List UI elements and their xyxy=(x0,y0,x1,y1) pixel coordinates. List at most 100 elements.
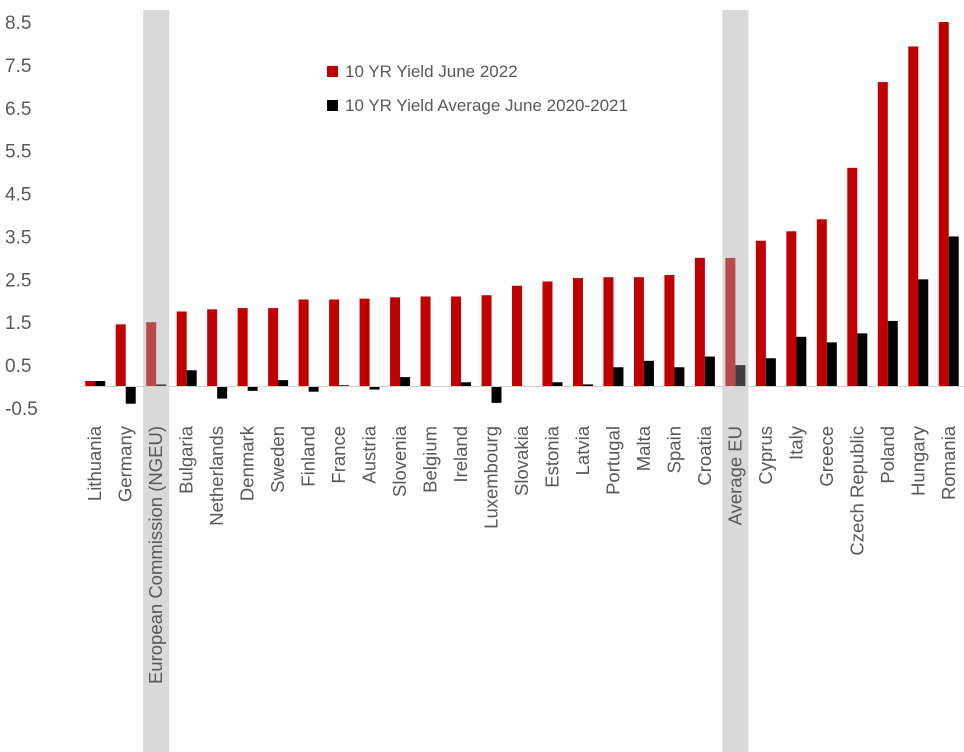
bar-june-2022 xyxy=(420,296,431,387)
category-label: Slovenia xyxy=(389,425,410,497)
category-label: Cyprus xyxy=(755,426,776,485)
bar-avg-2020-2021 xyxy=(582,384,593,387)
bar-avg-2020-2021 xyxy=(308,386,319,392)
bar-june-2022 xyxy=(816,219,827,387)
bar-june-2022 xyxy=(938,22,949,387)
bar-avg-2020-2021 xyxy=(918,279,929,387)
category-label: France xyxy=(328,426,349,484)
category-label: Spain xyxy=(663,426,684,473)
category-label: Luxembourg xyxy=(481,426,502,529)
category-label: Romania xyxy=(938,425,959,500)
legend-swatch-series-1 xyxy=(327,66,338,77)
bar-avg-2020-2021 xyxy=(369,386,380,390)
bar-avg-2020-2021 xyxy=(461,382,472,387)
bar-avg-2020-2021 xyxy=(948,236,959,387)
y-tick-label: 8.5 xyxy=(5,13,31,34)
category-label: Belgium xyxy=(420,426,441,493)
bar-june-2022 xyxy=(786,231,797,387)
bar-june-2022 xyxy=(115,324,126,387)
legend-label-series-2: 10 YR Yield Average June 2020-2021 xyxy=(345,96,628,115)
bar-june-2022 xyxy=(512,285,522,387)
bar-june-2022 xyxy=(725,257,736,387)
bar-june-2022 xyxy=(908,46,919,387)
bar-avg-2020-2021 xyxy=(186,370,197,387)
bar-june-2022 xyxy=(207,309,218,387)
bar-june-2022 xyxy=(481,295,492,387)
category-label: Italy xyxy=(785,425,806,460)
bar-june-2022 xyxy=(847,167,858,387)
bar-june-2022 xyxy=(146,322,157,387)
category-label: Portugal xyxy=(602,426,623,495)
bar-june-2022 xyxy=(329,299,340,387)
bar-avg-2020-2021 xyxy=(735,365,746,387)
y-tick-label: 0.5 xyxy=(5,356,31,377)
bar-avg-2020-2021 xyxy=(613,367,624,387)
y-tick-label: 6.5 xyxy=(5,99,31,120)
legend: 10 YR Yield June 2022 10 YR Yield Averag… xyxy=(327,62,628,115)
y-tick-label: 7.5 xyxy=(5,56,31,77)
y-tick-label: 4.5 xyxy=(5,185,31,206)
bar-june-2022 xyxy=(664,275,675,387)
category-label: Hungary xyxy=(907,425,928,496)
bar-june-2022 xyxy=(603,277,614,387)
bar-avg-2020-2021 xyxy=(400,377,411,387)
y-tick-label: -0.5 xyxy=(5,399,38,420)
bar-june-2022 xyxy=(877,82,888,387)
category-labels: Lithuania Germany European Commission (NGE… xyxy=(84,425,959,684)
bar-avg-2020-2021 xyxy=(796,336,807,387)
category-label: Austria xyxy=(359,425,380,483)
bar-june-2022 xyxy=(390,297,401,387)
bar-avg-2020-2021 xyxy=(491,386,502,403)
category-label: Bulgaria xyxy=(176,425,197,494)
bar-avg-2020-2021 xyxy=(674,367,685,387)
bar-avg-2020-2021 xyxy=(247,386,258,391)
category-label: Slovakia xyxy=(511,425,532,496)
bar-june-2022 xyxy=(85,380,96,387)
bar-avg-2020-2021 xyxy=(643,360,654,387)
category-label: Malta xyxy=(633,425,654,471)
bar-avg-2020-2021 xyxy=(125,386,136,404)
category-label: Sweden xyxy=(267,426,288,493)
bar-avg-2020-2021 xyxy=(339,385,350,387)
y-tick-label: 5.5 xyxy=(5,142,31,163)
bar-avg-2020-2021 xyxy=(704,356,715,387)
category-label: Poland xyxy=(877,426,898,484)
category-label: Latvia xyxy=(572,425,593,475)
y-tick-label: 2.5 xyxy=(5,270,31,291)
bar-avg-2020-2021 xyxy=(217,386,228,399)
legend-swatch-series-2 xyxy=(327,100,338,111)
category-label: Lithuania xyxy=(84,425,105,501)
bar-june-2022 xyxy=(694,257,705,387)
bar-june-2022 xyxy=(633,277,644,387)
bar-june-2022 xyxy=(237,308,248,387)
category-label: Croatia xyxy=(694,425,715,485)
bar-june-2022 xyxy=(298,299,309,387)
bar-avg-2020-2021 xyxy=(552,382,563,387)
bar-avg-2020-2021 xyxy=(826,342,837,387)
bar-june-2022 xyxy=(451,296,462,387)
y-tick-label: 3.5 xyxy=(5,227,31,248)
category-label: Ireland xyxy=(450,426,471,483)
category-label: Denmark xyxy=(237,425,258,501)
bar-avg-2020-2021 xyxy=(156,384,167,387)
legend-label-series-1: 10 YR Yield June 2022 xyxy=(345,62,518,81)
bar-avg-2020-2021 xyxy=(278,380,289,387)
category-label: Netherlands xyxy=(206,426,227,526)
bar-june-2022 xyxy=(268,308,279,387)
category-label: Estonia xyxy=(541,425,562,487)
bars xyxy=(85,22,959,404)
category-label: European Commission (NGEU) xyxy=(145,426,166,684)
highlight-bands xyxy=(143,10,749,752)
bar-avg-2020-2021 xyxy=(857,333,868,387)
bar-avg-2020-2021 xyxy=(765,358,776,387)
category-label: Average EU xyxy=(724,426,745,525)
bar-avg-2020-2021 xyxy=(887,320,898,387)
bar-june-2022 xyxy=(755,240,766,387)
bar-june-2022 xyxy=(542,281,553,387)
bar-june-2022 xyxy=(176,311,187,387)
y-tick-label: 1.5 xyxy=(5,313,31,334)
category-label: Czech Republic xyxy=(846,426,867,556)
y-axis-ticks: 8.5 7.5 6.5 5.5 4.5 3.5 2.5 1.5 0.5 -0.5 xyxy=(5,13,38,420)
category-label: Finland xyxy=(298,426,319,487)
